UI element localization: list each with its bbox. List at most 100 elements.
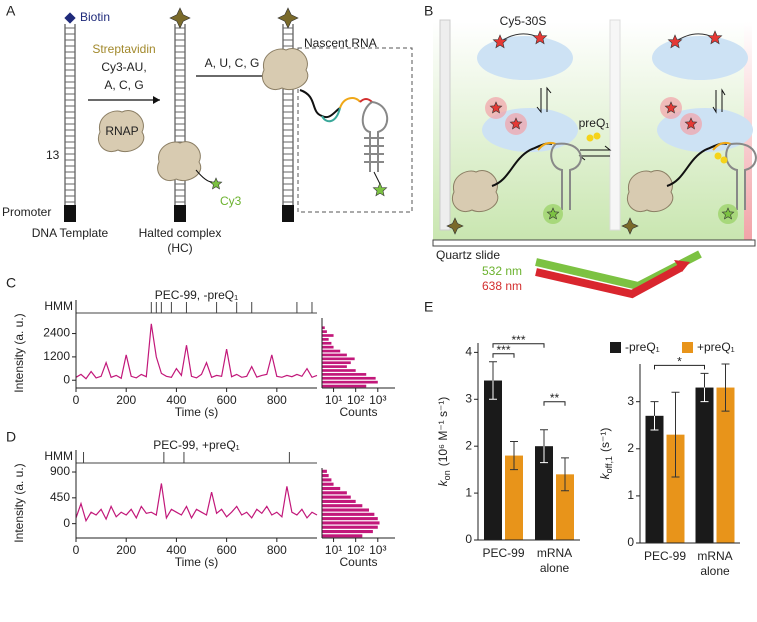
- star: [492, 34, 508, 49]
- star: [707, 30, 723, 45]
- rna: [339, 97, 361, 109]
- rnap: [98, 110, 145, 152]
- y-tick-label: 1200: [43, 349, 70, 363]
- bar: [484, 380, 502, 540]
- panel-a: Biotin Streptavidin Cy3-AU, A, C, G 13 P…: [2, 7, 413, 255]
- legend-label: -preQ₁: [625, 340, 660, 354]
- dashed-box: [297, 47, 413, 213]
- rnap: [627, 170, 674, 212]
- y-axis-label-part: off,1: [604, 456, 614, 473]
- x-tick-label: 10²: [347, 393, 364, 407]
- dna-post: [439, 19, 451, 231]
- y-tick-label: 2: [465, 438, 472, 452]
- star: [277, 7, 299, 29]
- x-tick-label: PEC-99: [644, 549, 686, 563]
- x-axis-label: Time (s): [175, 405, 219, 419]
- star: [621, 217, 639, 235]
- hist-bar: [322, 495, 351, 499]
- ligand: [586, 134, 594, 142]
- label: 13: [46, 148, 60, 162]
- hist-bar: [322, 384, 367, 388]
- error-bar: [561, 457, 569, 492]
- bar: [535, 446, 553, 540]
- ribosome: [657, 108, 753, 152]
- hist-bar: [322, 512, 375, 516]
- label: RNAP: [105, 124, 138, 138]
- y-tick-label: 0: [63, 372, 70, 386]
- hist-bar: [322, 525, 378, 529]
- hist-bar: [322, 529, 373, 534]
- arrow-head: [674, 260, 690, 272]
- y-axis-label: Intensity (a. u.): [12, 463, 26, 542]
- y-axis-label: Intensity (a. u.): [12, 313, 26, 392]
- y-tick-label: 2: [627, 441, 634, 455]
- panel-letter: D: [6, 429, 16, 445]
- laser: [535, 264, 682, 299]
- promoter: [282, 205, 294, 222]
- x-tick-label: 10¹: [325, 393, 342, 407]
- label: (HC): [167, 241, 192, 255]
- hist-bar: [322, 357, 355, 361]
- y-tick-label: 1: [627, 488, 634, 502]
- x-axis-label: Counts: [339, 405, 377, 419]
- y-tick-label: 0: [63, 516, 70, 530]
- ligand: [714, 152, 722, 160]
- hist-bar: [322, 517, 378, 521]
- y-tick-label: 4: [465, 345, 472, 359]
- bar: [716, 387, 735, 543]
- label: preQ₁: [579, 116, 610, 130]
- y-tick-label: 0: [465, 532, 472, 546]
- label: Promoter: [2, 205, 51, 219]
- hmm-label: HMM: [44, 449, 73, 463]
- x-tick-label: 200: [116, 393, 136, 407]
- hairpin: [361, 101, 388, 172]
- star: [684, 117, 698, 130]
- hist-bar: [322, 380, 378, 384]
- label: Halted complex: [139, 226, 222, 240]
- dna-post: [609, 19, 621, 231]
- hist-bar: [322, 341, 332, 345]
- significance-bracket: [654, 364, 705, 370]
- error-bar: [671, 391, 680, 478]
- bar: [556, 474, 574, 540]
- hist-bar: [322, 504, 363, 508]
- trace: [75, 483, 318, 523]
- label: 532 nm: [482, 264, 522, 278]
- x-tick-label: 0: [73, 393, 80, 407]
- error-bar-top: [650, 401, 659, 416]
- significance-bracket: [543, 401, 566, 406]
- hist-bar: [322, 376, 376, 380]
- hist-bar: [322, 478, 332, 482]
- chart-title: PEC-99, -preQ₁: [155, 288, 238, 302]
- y-axis-label-part: on: [442, 470, 452, 480]
- ribosome: [652, 36, 748, 80]
- hmm-label: HMM: [44, 299, 73, 313]
- label: A, C, G: [104, 78, 143, 92]
- hist-bar: [322, 369, 356, 372]
- y-tick-label: 1: [465, 485, 472, 499]
- hist-bar: [322, 499, 356, 503]
- significance-bracket: [492, 353, 515, 358]
- x-tick-label: 10³: [369, 393, 386, 407]
- y-axis-label-part: k: [436, 479, 450, 486]
- ligand: [593, 132, 601, 140]
- star: [209, 177, 223, 190]
- rna: [299, 89, 341, 118]
- label: A, U, C, G: [205, 56, 260, 70]
- x-tick-label: mRNA alone: [537, 546, 572, 575]
- x-tick-label: 600: [217, 543, 237, 557]
- significance-label: *: [677, 355, 682, 369]
- ribosome: [482, 108, 578, 152]
- star: [446, 217, 464, 235]
- linker: [373, 171, 381, 185]
- hist-bar: [322, 474, 329, 478]
- label: DNA Template: [32, 226, 109, 240]
- rnap: [157, 141, 202, 181]
- legend-label: +preQ₁: [697, 340, 735, 354]
- x-tick-label: 800: [267, 543, 287, 557]
- star: [667, 34, 683, 49]
- hist-bar: [322, 491, 347, 495]
- hist-bar: [322, 508, 369, 512]
- significance-label: ***: [511, 333, 525, 347]
